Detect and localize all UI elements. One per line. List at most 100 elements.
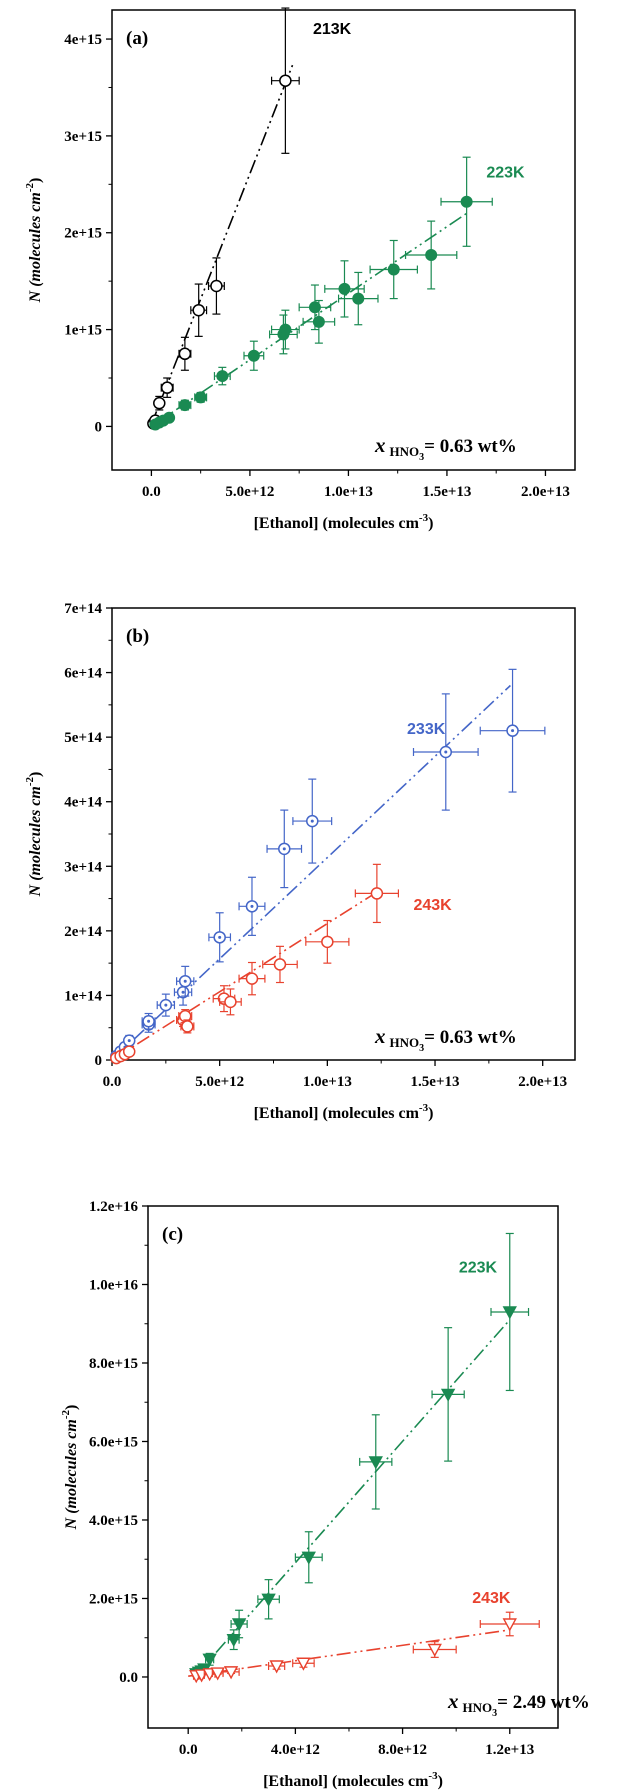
y-tick-label: 4e+14 xyxy=(64,795,102,811)
marker xyxy=(193,305,204,316)
marker xyxy=(322,936,333,947)
panel-b: 0.0 5.0e+12 1.0e+13 1.5e+13 2.0e+13 0 1e+14 2e+… xyxy=(24,601,575,1122)
x-tick-label: 1.5e+13 xyxy=(411,1074,460,1090)
series-label: 223K xyxy=(486,165,525,182)
annotation-value: = 0.63 wt% xyxy=(424,1027,517,1048)
y-tick-label: 8.0e+15 xyxy=(89,1356,138,1372)
marker xyxy=(225,996,236,1007)
x-tick-label: 2.0e+13 xyxy=(518,1074,567,1090)
y-tick-label: 2e+15 xyxy=(64,226,102,242)
marker-dot xyxy=(147,1020,150,1023)
x-axis-label: [Ethanol] (molecules cm-3) xyxy=(254,512,434,532)
data-point xyxy=(124,1046,135,1057)
panel-label: (a) xyxy=(126,28,148,49)
y-axis-label-text: N (molecules cm xyxy=(27,192,44,303)
marker-dot xyxy=(250,905,253,908)
x-axis-label-close: ) xyxy=(428,1105,433,1122)
x-tick-label: 0.0 xyxy=(103,1074,122,1090)
y-tick-label: 7e+14 xyxy=(64,601,102,617)
series-213k: 213K xyxy=(148,8,352,429)
data-point xyxy=(124,1035,135,1046)
y-axis-label-close: ) xyxy=(27,178,44,183)
data-point xyxy=(413,1642,456,1658)
x-tick-label: 1.0e+13 xyxy=(303,1074,352,1090)
data-point xyxy=(179,400,191,411)
marker-dot xyxy=(444,750,447,753)
data-point xyxy=(293,779,332,863)
data-point xyxy=(157,994,174,1016)
data-point xyxy=(209,913,231,962)
data-point xyxy=(239,962,265,994)
x-tick-label: 8.0e+12 xyxy=(378,1742,427,1758)
data-point xyxy=(306,921,349,964)
marker-dot xyxy=(511,729,514,732)
marker xyxy=(461,196,472,207)
data-point xyxy=(263,946,297,982)
plot-frame xyxy=(148,1206,558,1728)
marker xyxy=(179,400,190,411)
y-axis-label: N (molecules cm-2) xyxy=(24,772,44,898)
marker xyxy=(280,324,291,335)
data-point xyxy=(360,1415,392,1509)
y-tick-label: 6.0e+15 xyxy=(89,1434,138,1450)
y-tick-label: 0 xyxy=(95,1053,103,1069)
marker xyxy=(124,1046,135,1057)
marker xyxy=(388,264,399,275)
series-233k: 233K xyxy=(111,669,545,1061)
data-point xyxy=(295,1532,322,1583)
y-tick-label: 6e+14 xyxy=(64,666,102,682)
data-point xyxy=(228,1630,240,1650)
marker-dot xyxy=(184,980,187,983)
data-point xyxy=(258,1580,279,1619)
data-point xyxy=(406,221,457,289)
y-axis-label: N (molecules cm-2) xyxy=(24,178,44,304)
data-point xyxy=(209,258,225,314)
x-tick-label: 5.0e+12 xyxy=(195,1074,244,1090)
composition-annotation: xHNO3= 0.63 wt% xyxy=(374,1024,517,1054)
data-point xyxy=(164,412,175,423)
marker-dot xyxy=(218,936,221,939)
x-tick-label: 1.0e+13 xyxy=(324,484,373,500)
panel-c: 0.04.0e+128.0e+121.2e+130.02.0e+154.0e+1… xyxy=(60,1199,590,1790)
y-tick-label: 4e+15 xyxy=(64,32,102,48)
marker xyxy=(371,888,382,899)
x-axis-label-close: ) xyxy=(428,515,433,532)
x-tick-label: 1.5e+13 xyxy=(422,484,471,500)
x-tick-label: 0.0 xyxy=(179,1742,198,1758)
marker-dot xyxy=(182,991,185,994)
y-tick-label: 2e+14 xyxy=(64,924,102,940)
data-point xyxy=(272,8,300,153)
annotation-sub: HNO xyxy=(463,1700,493,1715)
data-point xyxy=(154,396,165,410)
y-tick-label: 1e+14 xyxy=(64,988,102,1004)
y-axis-label-close: ) xyxy=(63,1405,80,1410)
series-label: 243K xyxy=(472,1590,511,1607)
series-label: 243K xyxy=(413,897,452,914)
data-point xyxy=(195,392,207,403)
marker-dot xyxy=(164,1004,167,1007)
marker xyxy=(353,293,364,304)
data-point xyxy=(491,1233,529,1390)
y-tick-label: 0 xyxy=(95,419,103,435)
marker xyxy=(154,398,165,409)
data-point xyxy=(244,341,264,370)
x-tick-label: 2.0e+13 xyxy=(521,484,570,500)
data-point xyxy=(239,877,265,935)
marker xyxy=(426,250,437,261)
y-axis-label-close: ) xyxy=(27,772,44,777)
annotation-main: x xyxy=(374,433,386,457)
x-axis-label: [Ethanol] (molecules cm-3) xyxy=(254,1102,434,1122)
marker xyxy=(211,281,222,292)
marker-dot xyxy=(128,1039,131,1042)
marker xyxy=(339,283,350,294)
y-tick-label: 2.0e+15 xyxy=(89,1591,138,1607)
x-tick-label: 1.2e+13 xyxy=(485,1742,534,1758)
data-point xyxy=(355,864,398,922)
composition-annotation: xHNO3= 2.49 wt% xyxy=(447,1689,590,1719)
series-223k: 223K xyxy=(150,157,525,430)
x-axis-label-close: ) xyxy=(438,1773,443,1790)
data-point xyxy=(370,240,417,298)
annotation-main: x xyxy=(447,1689,459,1713)
annotation-value: = 2.49 wt% xyxy=(497,1692,590,1713)
composition-annotation: xHNO3= 0.63 wt% xyxy=(374,433,517,463)
